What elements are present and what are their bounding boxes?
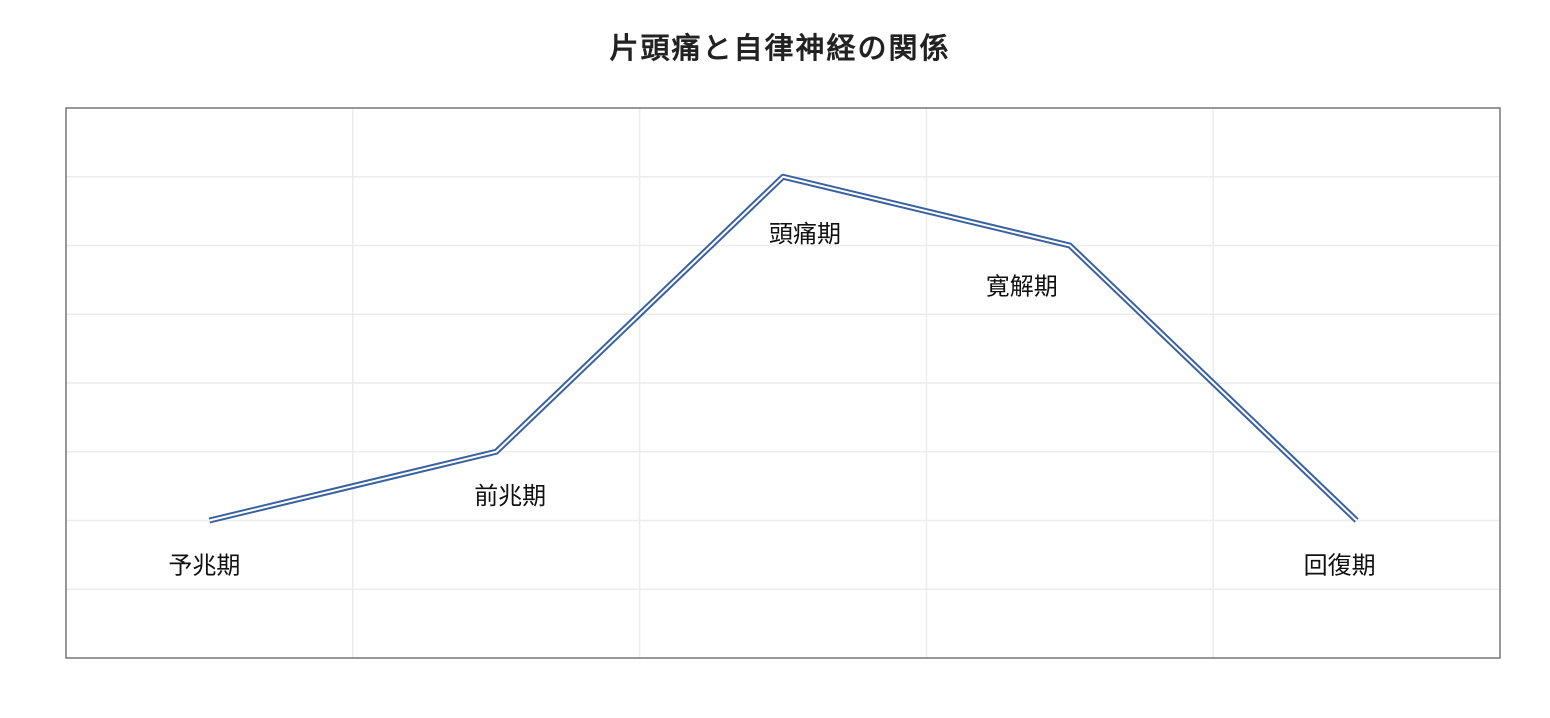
point-label: 頭痛期 <box>769 220 841 248</box>
chart-title: 片頭痛と自律神経の関係 <box>609 31 950 65</box>
point-label: 前兆期 <box>474 482 546 510</box>
line-inner <box>209 175 1358 522</box>
point-label: 回復期 <box>1304 552 1376 580</box>
point-label: 予兆期 <box>168 552 240 580</box>
plot-border <box>65 107 1501 659</box>
point-label: 寛解期 <box>986 273 1058 301</box>
